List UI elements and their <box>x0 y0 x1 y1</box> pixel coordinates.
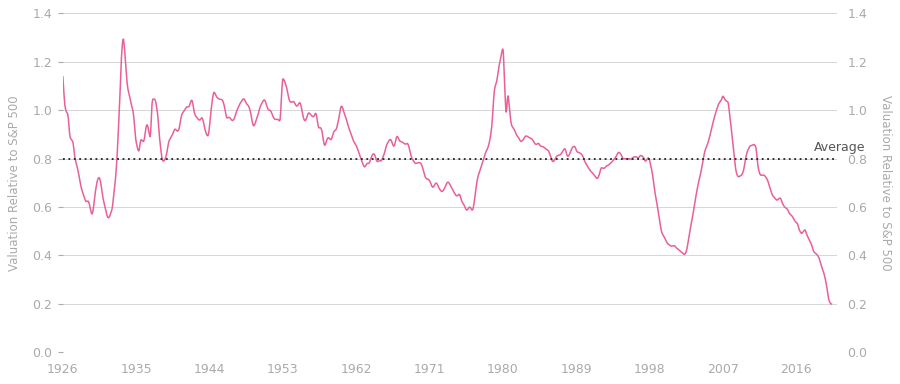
Y-axis label: Valuation Relative to S&P 500: Valuation Relative to S&P 500 <box>8 95 22 271</box>
Text: Average: Average <box>814 141 866 154</box>
Y-axis label: Valuation Relative to S&P 500: Valuation Relative to S&P 500 <box>878 95 892 271</box>
